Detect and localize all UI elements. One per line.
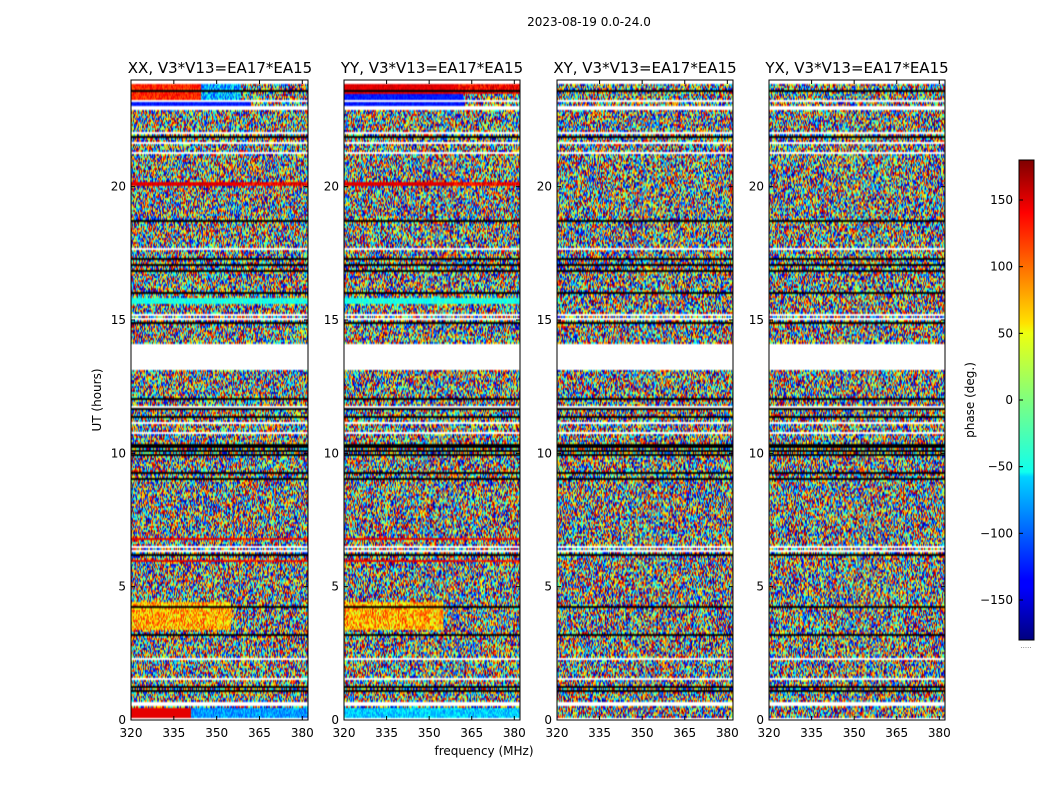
y-tick-label-xy-10: 10	[537, 446, 552, 460]
panel-title-yy: YY, V3*V13=EA17*EA15	[340, 59, 523, 77]
x-tick-label-xx-335: 335	[162, 726, 185, 740]
colorbar-label: phase (deg.)	[963, 362, 977, 438]
colorbar-ticks: 150 100 50 0 −50 −100 −150	[980, 193, 1023, 607]
y-tick-label-yx-0: 0	[756, 713, 764, 727]
heatmap-xx	[131, 80, 308, 720]
y-axis-label: UT (hours)	[90, 368, 104, 431]
x-tick-label-xy-320: 320	[546, 726, 569, 740]
x-tick-label-yy-380: 380	[503, 726, 526, 740]
y-tick-label-yy-0: 0	[331, 713, 339, 727]
heatmap-xy	[557, 80, 733, 720]
panel-yy: YY, V3*V13=EA17*EA15	[340, 59, 523, 721]
panel-title-yx: YX, V3*V13=EA17*EA15	[764, 59, 948, 77]
y-tick-label-xy-5: 5	[544, 580, 552, 594]
x-tick-label-yy-335: 335	[375, 726, 398, 740]
y-tick-label-xx-0: 0	[118, 713, 126, 727]
x-tick-label-xx-380: 380	[291, 726, 314, 740]
colorbar-tick-label-0: 0	[1005, 393, 1013, 407]
y-tick-label-xy-20: 20	[537, 180, 552, 194]
x-tick-label-yx-380: 380	[928, 726, 951, 740]
heatmap-yx	[769, 80, 945, 720]
axis-ticks: 320 335 350 365 380 0 5 10 15 20 320 335 350 365 380 0 5…	[111, 80, 951, 740]
x-tick-label-yx-365: 365	[885, 726, 908, 740]
colorbar-tick-label--100: −100	[980, 526, 1013, 540]
y-tick-label-yy-10: 10	[324, 446, 339, 460]
colorbar-tick-label--150: −150	[980, 593, 1013, 607]
colorbar: 150 100 50 0 −50 −100 −150 phase (deg.) .....	[963, 159, 1035, 650]
x-tick-label-xy-380: 380	[716, 726, 739, 740]
panel-frame-xy	[556, 79, 734, 721]
y-tick-label-xy-0: 0	[544, 713, 552, 727]
panel-title-xx: XX, V3*V13=EA17*EA15	[128, 59, 312, 77]
colorbar-tick-label-50: 50	[998, 326, 1013, 340]
y-tick-label-xx-20: 20	[111, 180, 126, 194]
x-tick-label-xx-350: 350	[205, 726, 228, 740]
panel-title-xy: XY, V3*V13=EA17*EA15	[553, 59, 736, 77]
panel-frame-yy	[343, 79, 521, 721]
x-tick-label-yx-335: 335	[800, 726, 823, 740]
y-tick-label-yy-5: 5	[331, 580, 339, 594]
x-tick-label-yy-365: 365	[460, 726, 483, 740]
y-tick-label-yy-20: 20	[324, 180, 339, 194]
x-tick-label-yy-320: 320	[333, 726, 356, 740]
y-tick-label-xx-5: 5	[118, 580, 126, 594]
x-tick-label-yy-350: 350	[418, 726, 441, 740]
panel-xx: XX, V3*V13=EA17*EA15	[128, 59, 312, 721]
x-tick-label-yx-350: 350	[843, 726, 866, 740]
figure-title: 2023-08-19 0.0-24.0	[527, 15, 651, 29]
x-axis-label: frequency (MHz)	[434, 744, 533, 758]
panel-frame-yx	[768, 79, 946, 721]
colorbar-tick-label--50: −50	[988, 460, 1013, 474]
x-tick-label-yx-320: 320	[758, 726, 781, 740]
colorbar-tick-label-150: 150	[990, 193, 1013, 207]
colorbar-extra-label: .....	[1020, 642, 1031, 650]
y-tick-label-yx-5: 5	[756, 580, 764, 594]
x-tick-label-xy-335: 335	[588, 726, 611, 740]
x-tick-label-xy-365: 365	[673, 726, 696, 740]
colorbar-tick-label-100: 100	[990, 260, 1013, 274]
panel-xy: XY, V3*V13=EA17*EA15	[553, 59, 737, 721]
heatmap-yy	[344, 80, 520, 720]
x-tick-label-xx-320: 320	[120, 726, 143, 740]
x-tick-label-xy-350: 350	[631, 726, 654, 740]
y-tick-label-yx-10: 10	[749, 446, 764, 460]
panel-yx: YX, V3*V13=EA17*EA15	[764, 59, 949, 721]
y-tick-label-xx-10: 10	[111, 446, 126, 460]
y-tick-label-yy-15: 15	[324, 313, 339, 327]
y-tick-label-yx-20: 20	[749, 180, 764, 194]
y-tick-label-xx-15: 15	[111, 313, 126, 327]
y-tick-label-yx-15: 15	[749, 313, 764, 327]
panel-frame-xx	[130, 79, 309, 721]
y-tick-label-xy-15: 15	[537, 313, 552, 327]
x-tick-label-xx-365: 365	[248, 726, 271, 740]
